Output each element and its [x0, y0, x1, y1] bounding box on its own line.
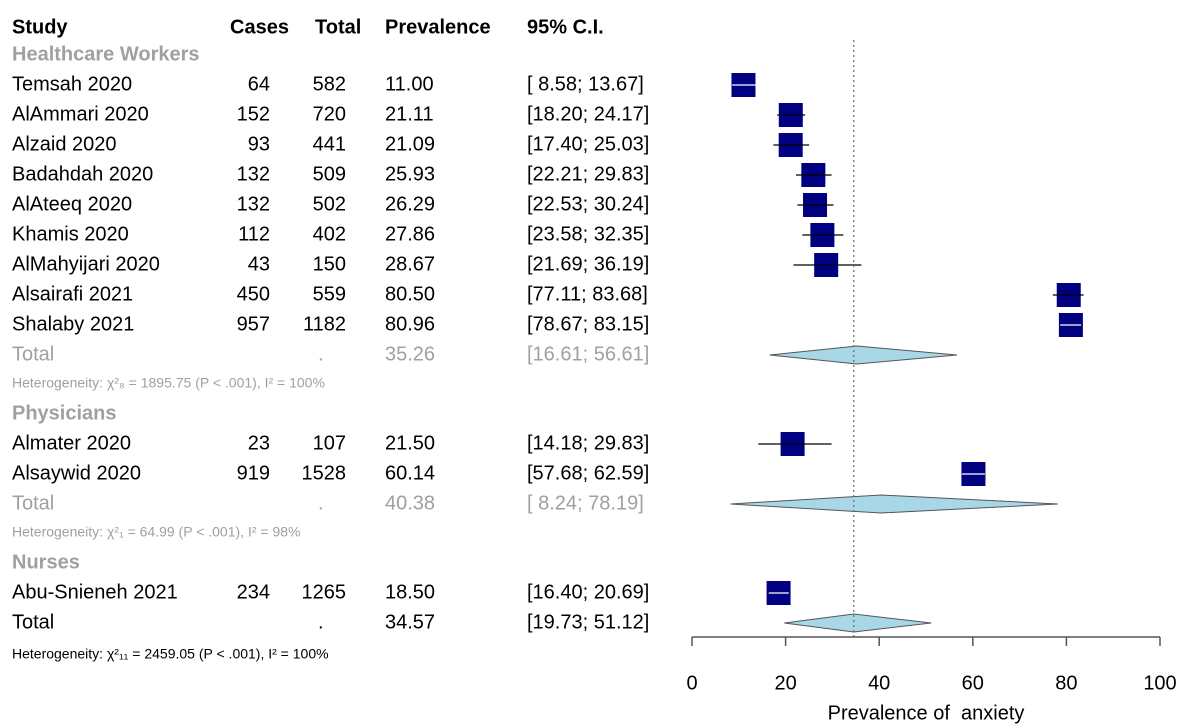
- ci: [22.21; 29.83]: [527, 163, 649, 185]
- study-name: AlAmmari 2020: [12, 103, 149, 125]
- prevalence: 11.00: [385, 73, 434, 95]
- prevalence: 27.86: [385, 223, 435, 245]
- total: 1528: [302, 462, 347, 484]
- x-tick-label: 80: [1055, 672, 1077, 694]
- ci: [22.53; 30.24]: [527, 193, 649, 215]
- study-name: Almater 2020: [12, 432, 131, 454]
- prevalence: 21.09: [385, 133, 435, 155]
- total: 150: [313, 253, 346, 275]
- pooled-value: 34.57: [385, 611, 435, 633]
- cases: 152: [237, 103, 270, 125]
- x-tick-label: 0: [686, 672, 697, 694]
- total: 1182: [303, 313, 346, 335]
- pooled-ci: [16.61; 56.61]: [527, 343, 649, 365]
- prevalence: 80.50: [385, 283, 435, 305]
- cases: 43: [248, 253, 270, 275]
- cases: 957: [237, 313, 270, 335]
- study-name: Alsairafi 2021: [12, 283, 133, 305]
- prevalence: 21.11: [385, 103, 434, 125]
- ci: [23.58; 32.35]: [527, 223, 649, 245]
- ci: [21.69; 36.19]: [527, 253, 649, 275]
- cases: 23: [248, 432, 270, 454]
- pooled-n: .: [318, 492, 324, 514]
- total: 441: [313, 133, 346, 155]
- heterogeneity: Heterogeneity: χ²₈ = 1895.75 (P < .001),…: [12, 375, 325, 391]
- ci: [18.20; 24.17]: [527, 103, 649, 125]
- group-header: Healthcare Workers: [12, 43, 200, 65]
- study-name: Badahdah 2020: [12, 163, 153, 185]
- pooled-ci: [ 8.24; 78.19]: [527, 492, 644, 514]
- pooled-diamond: [769, 345, 957, 365]
- pooled-value: 40.38: [385, 492, 435, 514]
- pooled-label: Total: [12, 611, 54, 633]
- study-name: Alsaywid 2020: [12, 462, 141, 484]
- x-tick-label: 100: [1143, 672, 1176, 694]
- pooled-label: Total: [12, 492, 54, 514]
- prevalence: 21.50: [385, 432, 435, 454]
- column-header: Study: [12, 16, 68, 38]
- x-tick-label: 20: [774, 672, 796, 694]
- study-name: AlMahyijari 2020: [12, 253, 160, 275]
- prevalence: 18.50: [385, 581, 435, 603]
- total: 720: [313, 103, 346, 125]
- cases: 93: [248, 133, 270, 155]
- ci: [77.11; 83.68]: [527, 283, 648, 305]
- study-name: AlAteeq 2020: [12, 193, 132, 215]
- study-name: Shalaby 2021: [12, 313, 134, 335]
- x-tick-label: 60: [962, 672, 984, 694]
- prevalence: 80.96: [385, 313, 435, 335]
- group-header: Nurses: [12, 551, 80, 573]
- ci: [14.18; 29.83]: [527, 432, 649, 454]
- study-name: Abu-Snieneh 2021: [12, 581, 178, 603]
- ci: [17.40; 25.03]: [527, 133, 649, 155]
- x-axis-title: Prevalence of anxiety: [828, 702, 1025, 724]
- pooled-diamond: [730, 494, 1058, 514]
- cases: 919: [237, 462, 270, 484]
- cases: 132: [237, 193, 270, 215]
- pooled-n: .: [318, 611, 324, 633]
- cases: 132: [237, 163, 270, 185]
- prevalence: 28.67: [385, 253, 435, 275]
- pooled-label: Total: [12, 343, 54, 365]
- cases: 64: [248, 73, 270, 95]
- column-header: Prevalence: [385, 16, 491, 38]
- study-name: Khamis 2020: [12, 223, 129, 245]
- total: 582: [313, 73, 346, 95]
- pooled-n: .: [318, 343, 324, 365]
- cases: 234: [237, 581, 270, 603]
- prevalence: 25.93: [385, 163, 435, 185]
- total: 509: [313, 163, 346, 185]
- total: 107: [313, 432, 346, 454]
- column-header: 95% C.I.: [527, 16, 604, 38]
- prevalence: 60.14: [385, 462, 435, 484]
- total: 402: [313, 223, 346, 245]
- total: 502: [313, 193, 346, 215]
- ci: [16.40; 20.69]: [527, 581, 649, 603]
- ci: [ 8.58; 13.67]: [527, 73, 644, 95]
- study-name: Alzaid 2020: [12, 133, 117, 155]
- ci: [57.68; 62.59]: [527, 462, 649, 484]
- x-tick-label: 40: [868, 672, 890, 694]
- column-header: Total: [315, 16, 361, 38]
- pooled-diamond: [784, 613, 932, 633]
- heterogeneity: Heterogeneity: χ²₁ = 64.99 (P < .001), I…: [12, 524, 300, 540]
- total: 1265: [302, 581, 347, 603]
- group-header: Physicians: [12, 402, 117, 424]
- prevalence: 26.29: [385, 193, 435, 215]
- total: 559: [313, 283, 346, 305]
- column-header: Cases: [230, 16, 289, 38]
- pooled-value: 35.26: [385, 343, 435, 365]
- study-name: Temsah 2020: [12, 73, 132, 95]
- pooled-ci: [19.73; 51.12]: [527, 611, 649, 633]
- cases: 112: [238, 223, 270, 245]
- cases: 450: [237, 283, 270, 305]
- ci: [78.67; 83.15]: [527, 313, 649, 335]
- heterogeneity: Heterogeneity: χ²₁₁ = 2459.05 (P < .001)…: [12, 646, 329, 662]
